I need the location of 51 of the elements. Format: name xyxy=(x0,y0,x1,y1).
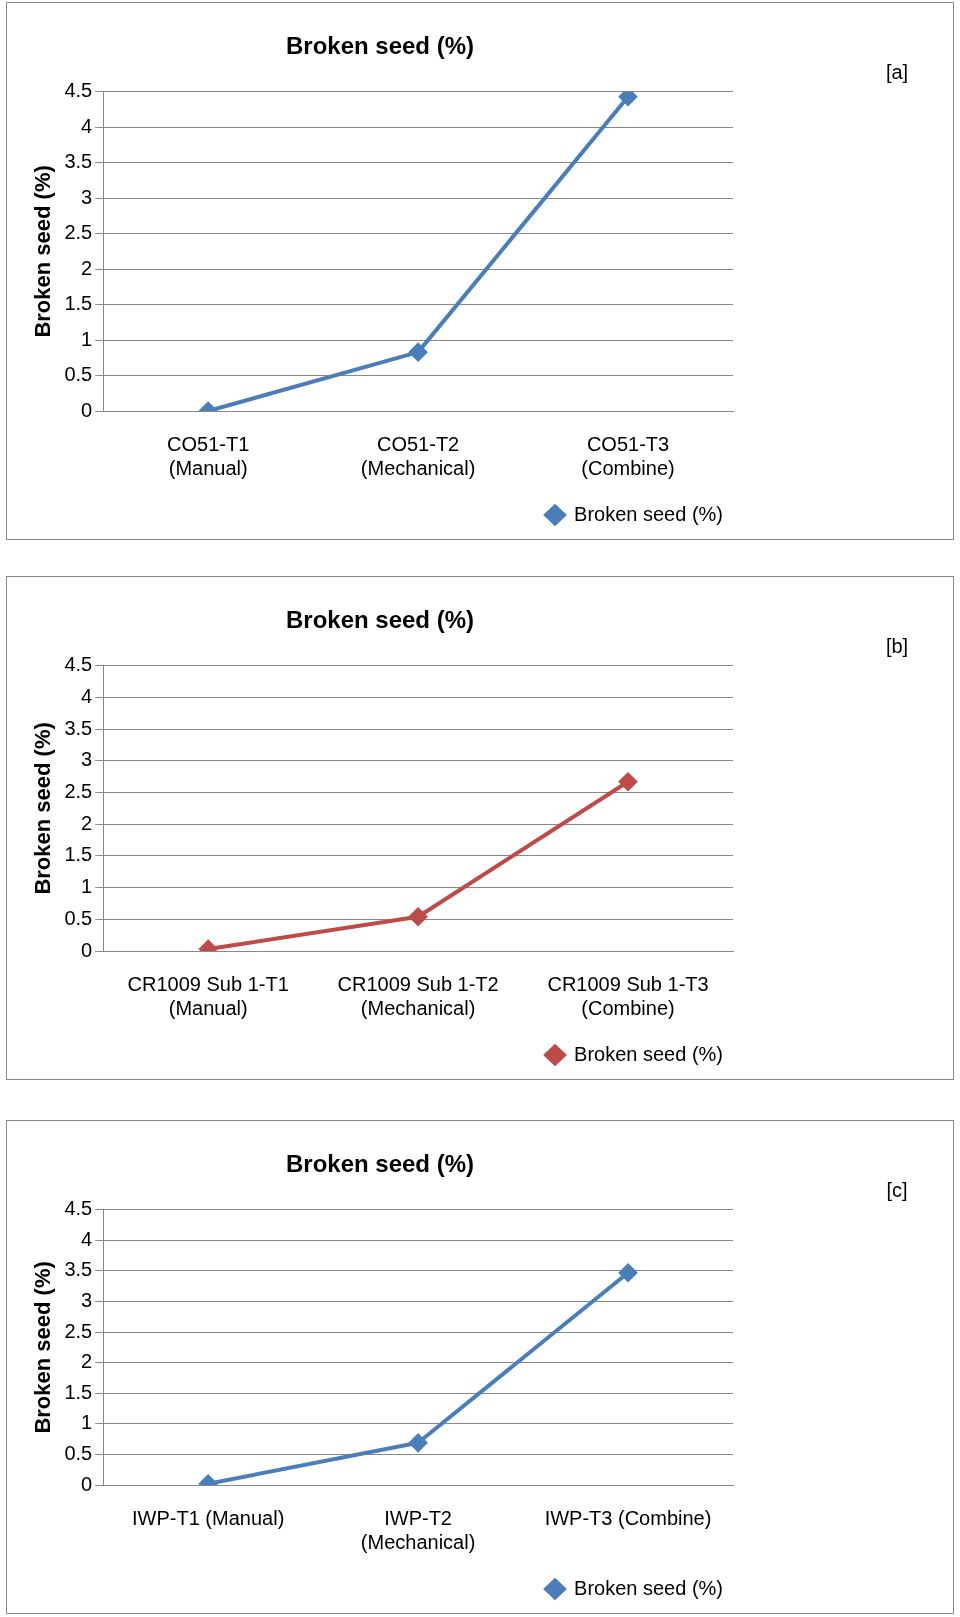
chart-title: Broken seed (%) xyxy=(285,32,475,60)
text: [b] xyxy=(885,634,909,657)
y-tick-label: 0 xyxy=(81,1472,93,1495)
y-tick-label: 4 xyxy=(81,114,93,137)
x-tick-label: IWP-T3 (Combine) xyxy=(544,1506,712,1529)
legend-label: Broken seed (%) xyxy=(574,1042,724,1065)
x-tick-label: CO51-T1 (Manual) xyxy=(167,432,250,479)
y-tick-label: 1.5 xyxy=(64,843,93,866)
y-tick-label: 3 xyxy=(81,1289,93,1312)
chart-title: Broken seed (%) xyxy=(285,606,475,634)
y-tick-label: 0 xyxy=(81,938,93,961)
y-tick-label: 0.5 xyxy=(64,906,93,929)
y-tick-label: 0.5 xyxy=(64,363,93,386)
y-tick-label: 3 xyxy=(81,185,93,208)
y-tick-label: 1 xyxy=(81,875,93,898)
y-tick-label: 1 xyxy=(81,1411,93,1434)
y-tick-label: 0.5 xyxy=(64,1441,93,1464)
y-tick-label: 2 xyxy=(81,811,93,834)
y-tick-label: 4.5 xyxy=(64,79,93,102)
y-tick-label: 4.5 xyxy=(64,1197,93,1220)
y-tick-label: 4 xyxy=(81,1227,93,1250)
x-tick-label: CR1009 Sub 1-T1 (Manual) xyxy=(127,972,289,1019)
y-tick-label: 1.5 xyxy=(64,1380,93,1403)
text: [a] xyxy=(885,60,909,83)
legend-label: Broken seed (%) xyxy=(574,502,724,525)
y-tick-label: 4 xyxy=(81,685,93,707)
x-tick-label: IWP-T1 (Manual) xyxy=(132,1506,285,1529)
x-tick-label: IWP-T2 (Mechanical) xyxy=(360,1506,476,1553)
y-axis-title: Broken seed (%) xyxy=(30,165,56,338)
y-tick-label: 3.5 xyxy=(64,150,93,173)
x-tick-label: CR1009 Sub 1-T3 (Combine) xyxy=(547,972,709,1019)
y-tick-label: 2.5 xyxy=(64,221,93,244)
x-tick-label: CO51-T2 (Mechanical) xyxy=(360,432,476,479)
y-tick-label: 4.5 xyxy=(64,653,93,676)
y-tick-label: 3.5 xyxy=(64,716,93,739)
y-tick-label: 3.5 xyxy=(64,1258,93,1281)
x-tick-label: CR1009 Sub 1-T2 (Mechanical) xyxy=(337,972,499,1019)
text: [c] xyxy=(886,1178,908,1201)
y-tick-label: 1 xyxy=(81,327,93,350)
y-tick-label: 2 xyxy=(81,1350,93,1373)
chart-title: Broken seed (%) xyxy=(285,1150,475,1178)
y-tick-label: 1.5 xyxy=(64,292,93,315)
y-tick-label: 2 xyxy=(81,256,93,279)
legend-label: Broken seed (%) xyxy=(574,1576,724,1599)
x-tick-label: CO51-T3 (Combine) xyxy=(581,432,675,479)
y-tick-label: 3 xyxy=(81,748,93,771)
y-tick-label: 2.5 xyxy=(64,1319,93,1342)
y-axis-title: Broken seed (%) xyxy=(30,1261,56,1434)
y-axis-title: Broken seed (%) xyxy=(30,722,56,895)
y-tick-label: 0 xyxy=(81,398,93,421)
y-tick-label: 2.5 xyxy=(64,780,93,803)
